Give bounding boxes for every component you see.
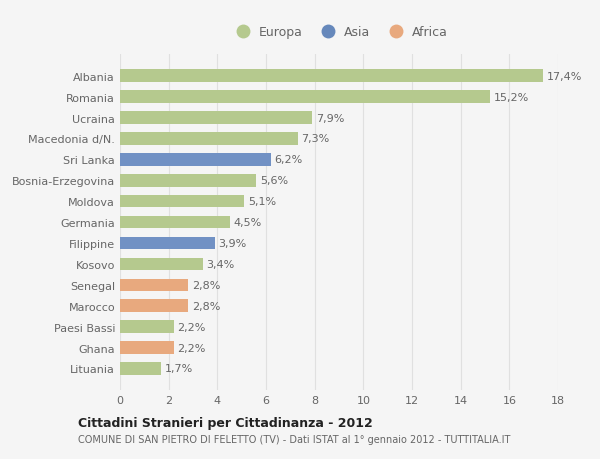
Text: 5,1%: 5,1% bbox=[248, 197, 276, 207]
Text: 7,3%: 7,3% bbox=[301, 134, 329, 144]
Text: 15,2%: 15,2% bbox=[494, 92, 529, 102]
Bar bbox=[120, 91, 490, 104]
Bar bbox=[120, 112, 312, 124]
Bar bbox=[120, 258, 203, 271]
Bar bbox=[120, 279, 188, 291]
Text: Cittadini Stranieri per Cittadinanza - 2012: Cittadini Stranieri per Cittadinanza - 2… bbox=[78, 416, 373, 429]
Text: 2,2%: 2,2% bbox=[177, 322, 206, 332]
Text: 7,9%: 7,9% bbox=[316, 113, 344, 123]
Bar bbox=[120, 300, 188, 312]
Bar bbox=[120, 237, 215, 250]
Bar bbox=[120, 196, 244, 208]
Text: 2,8%: 2,8% bbox=[192, 301, 220, 311]
Legend: Europa, Asia, Africa: Europa, Asia, Africa bbox=[226, 21, 452, 44]
Text: 1,7%: 1,7% bbox=[165, 364, 193, 374]
Bar bbox=[120, 133, 298, 146]
Bar bbox=[120, 70, 544, 83]
Bar bbox=[120, 321, 173, 333]
Bar bbox=[120, 341, 173, 354]
Text: 4,5%: 4,5% bbox=[233, 218, 262, 228]
Text: 5,6%: 5,6% bbox=[260, 176, 288, 186]
Bar bbox=[120, 363, 161, 375]
Text: 17,4%: 17,4% bbox=[547, 72, 583, 82]
Text: 2,8%: 2,8% bbox=[192, 280, 220, 290]
Text: 3,4%: 3,4% bbox=[206, 259, 235, 269]
Bar bbox=[120, 216, 229, 229]
Bar bbox=[120, 154, 271, 166]
Text: 6,2%: 6,2% bbox=[275, 155, 303, 165]
Text: COMUNE DI SAN PIETRO DI FELETTO (TV) - Dati ISTAT al 1° gennaio 2012 - TUTTITALI: COMUNE DI SAN PIETRO DI FELETTO (TV) - D… bbox=[78, 434, 511, 443]
Text: 3,9%: 3,9% bbox=[218, 239, 247, 248]
Text: 2,2%: 2,2% bbox=[177, 343, 206, 353]
Bar bbox=[120, 174, 256, 187]
